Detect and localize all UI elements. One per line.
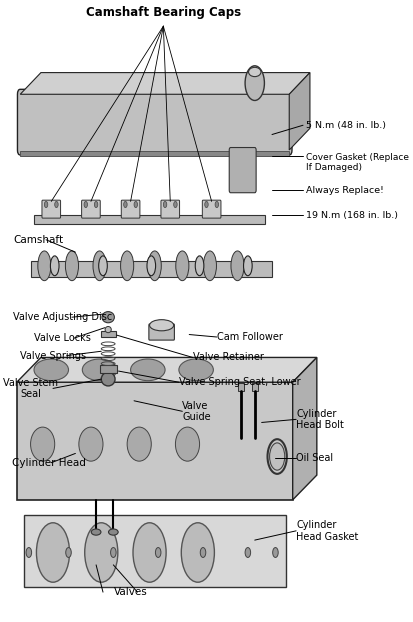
Circle shape <box>94 202 97 208</box>
Polygon shape <box>289 73 309 150</box>
Circle shape <box>272 547 278 557</box>
Circle shape <box>84 202 87 208</box>
Text: Cover Gasket (Replace
If Damaged): Cover Gasket (Replace If Damaged) <box>306 152 408 172</box>
Circle shape <box>244 547 250 557</box>
Text: Valve Adjusting Disc: Valve Adjusting Disc <box>13 312 112 322</box>
Text: Camshaft Bearing Caps: Camshaft Bearing Caps <box>85 6 240 19</box>
FancyBboxPatch shape <box>202 200 221 218</box>
Circle shape <box>133 522 166 582</box>
Text: Cam Follower: Cam Follower <box>216 332 282 342</box>
Circle shape <box>134 202 137 208</box>
Polygon shape <box>20 73 309 95</box>
FancyBboxPatch shape <box>121 200 140 218</box>
FancyBboxPatch shape <box>229 147 256 193</box>
Bar <box>237 383 243 391</box>
FancyBboxPatch shape <box>20 151 289 156</box>
Text: Valve Stem
Seal: Valve Stem Seal <box>3 378 58 399</box>
Circle shape <box>26 547 31 557</box>
Text: Valve Springs: Valve Springs <box>20 351 86 361</box>
Ellipse shape <box>105 327 111 333</box>
Text: Valves: Valves <box>114 587 147 597</box>
Text: Valve Spring Seat, Lower: Valve Spring Seat, Lower <box>178 377 300 388</box>
Ellipse shape <box>65 251 78 281</box>
Circle shape <box>123 202 127 208</box>
Ellipse shape <box>176 251 188 281</box>
Ellipse shape <box>148 251 161 281</box>
Ellipse shape <box>101 373 115 386</box>
Circle shape <box>110 547 116 557</box>
Text: Camshaft: Camshaft <box>13 234 63 245</box>
Ellipse shape <box>38 251 51 281</box>
FancyBboxPatch shape <box>99 366 116 373</box>
Ellipse shape <box>127 427 151 461</box>
FancyBboxPatch shape <box>100 331 116 337</box>
Circle shape <box>269 443 284 470</box>
Text: Cylinder
Head Gasket: Cylinder Head Gasket <box>295 520 358 542</box>
Circle shape <box>200 547 205 557</box>
Ellipse shape <box>195 256 203 276</box>
Text: Always Replace!: Always Replace! <box>306 186 383 195</box>
Text: Valve Retainer: Valve Retainer <box>192 353 263 363</box>
Circle shape <box>181 522 214 582</box>
Circle shape <box>173 202 177 208</box>
Ellipse shape <box>149 320 173 331</box>
Text: Cylinder Head: Cylinder Head <box>12 458 85 468</box>
Ellipse shape <box>102 312 114 323</box>
Ellipse shape <box>203 251 216 281</box>
FancyBboxPatch shape <box>31 261 271 277</box>
Ellipse shape <box>93 251 106 281</box>
Ellipse shape <box>130 359 165 381</box>
Ellipse shape <box>78 427 103 461</box>
Polygon shape <box>17 358 316 382</box>
Text: 19 N.m (168 in. lb.): 19 N.m (168 in. lb.) <box>306 210 398 220</box>
FancyBboxPatch shape <box>17 382 292 500</box>
Bar <box>252 383 257 391</box>
Ellipse shape <box>91 529 101 535</box>
Ellipse shape <box>230 251 244 281</box>
FancyBboxPatch shape <box>149 324 174 340</box>
Ellipse shape <box>243 256 252 276</box>
Ellipse shape <box>108 529 118 535</box>
Text: 5 N.m (48 in. lb.): 5 N.m (48 in. lb.) <box>306 121 386 130</box>
Circle shape <box>155 547 161 557</box>
Circle shape <box>204 202 208 208</box>
Circle shape <box>36 522 69 582</box>
FancyBboxPatch shape <box>34 215 264 225</box>
Ellipse shape <box>31 427 55 461</box>
Circle shape <box>215 202 218 208</box>
Polygon shape <box>292 358 316 500</box>
Ellipse shape <box>147 256 155 276</box>
Ellipse shape <box>82 359 116 381</box>
Circle shape <box>44 202 47 208</box>
Circle shape <box>66 547 71 557</box>
Ellipse shape <box>175 427 199 461</box>
Ellipse shape <box>178 359 213 381</box>
Text: Valve
Guide: Valve Guide <box>182 401 211 422</box>
Text: Cylinder
Head Bolt: Cylinder Head Bolt <box>295 409 343 430</box>
FancyBboxPatch shape <box>161 200 179 218</box>
Ellipse shape <box>98 256 107 276</box>
FancyBboxPatch shape <box>24 516 285 587</box>
Text: Valve Locks: Valve Locks <box>34 333 91 343</box>
Circle shape <box>85 522 118 582</box>
FancyBboxPatch shape <box>17 90 291 155</box>
Ellipse shape <box>34 359 68 381</box>
Circle shape <box>244 66 264 101</box>
Ellipse shape <box>50 256 59 276</box>
Circle shape <box>55 202 58 208</box>
FancyBboxPatch shape <box>42 200 60 218</box>
Ellipse shape <box>120 251 133 281</box>
FancyBboxPatch shape <box>81 200 100 218</box>
Text: Oil Seal: Oil Seal <box>295 453 332 463</box>
Ellipse shape <box>248 67 260 77</box>
Circle shape <box>163 202 166 208</box>
